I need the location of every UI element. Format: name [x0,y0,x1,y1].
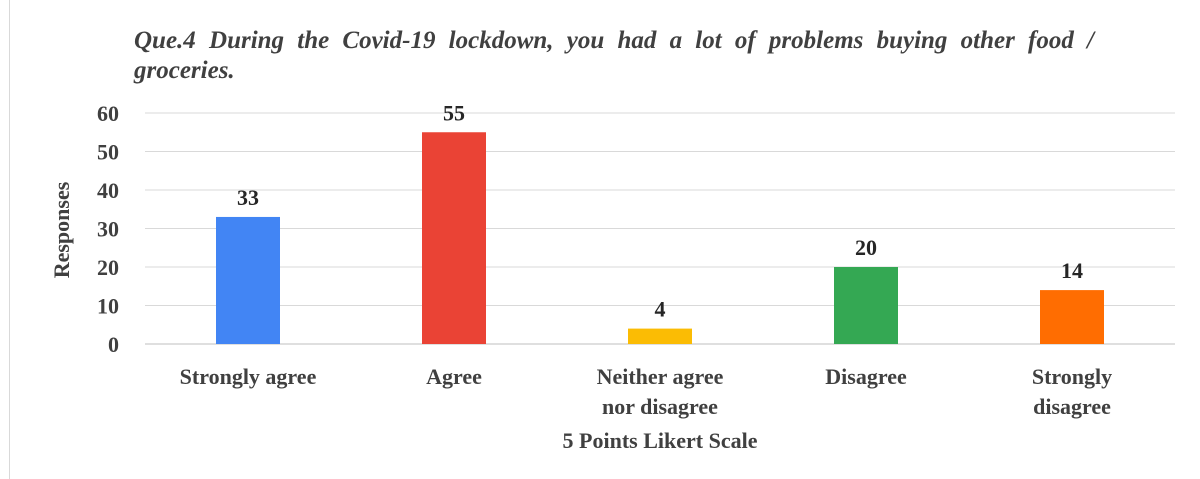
y-tick-labels: 0 10 20 30 40 50 60 [97,101,119,357]
y-tick-label: 40 [97,178,119,203]
x-axis-label: 5 Points Likert Scale [563,428,758,453]
gridlines [145,112,1175,345]
data-label: 14 [1061,258,1083,283]
y-tick-label: 60 [97,101,119,126]
bar [216,216,280,344]
bar [628,328,692,344]
data-label: 20 [855,235,877,260]
category-label: Neither agree nor disagree [597,364,724,419]
category-label: Strongly agree [180,364,317,389]
bar [422,132,486,344]
category-labels: Strongly agree Agree Neither agree nor disa… [180,364,1112,419]
category-label: Disagree [825,364,907,389]
y-tick-label: 50 [97,140,119,165]
data-label: 33 [237,185,259,210]
y-tick-label: 20 [97,255,119,280]
y-axis-label: Responses [49,181,74,278]
bar [1040,290,1104,344]
y-tick-label: 0 [108,332,119,357]
chart-frame [9,0,1200,479]
category-label: Strongly disagree [1032,364,1112,419]
bars [216,132,1104,344]
category-label: Agree [426,364,482,389]
data-label: 55 [443,100,465,125]
bar [834,267,898,344]
chart-title: Que.4 During the Covid-19 lockdown, you … [134,27,1094,84]
data-labels: 33 55 4 20 14 [237,100,1083,321]
y-tick-label: 10 [97,294,119,319]
y-tick-label: 30 [97,217,119,242]
data-label: 4 [655,297,666,322]
